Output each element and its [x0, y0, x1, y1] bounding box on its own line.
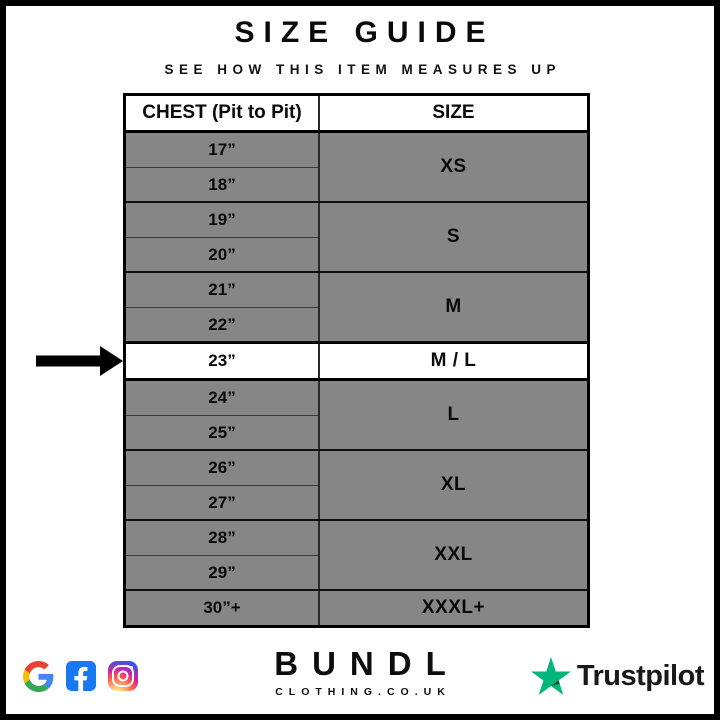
- chest-measurement-cell: 21”: [208, 280, 236, 299]
- size-group-row: 24” 25” L: [126, 381, 587, 451]
- size-label-cell: M: [445, 296, 462, 317]
- social-icons: [23, 660, 138, 692]
- chest-column: 17” 18”: [126, 133, 320, 201]
- size-label-cell: L: [447, 404, 460, 425]
- table-header-row: CHEST (Pit to Pit) SIZE: [126, 96, 587, 133]
- chest-measurement-cell: 17”: [208, 140, 236, 159]
- chest-measurement-cell: 28”: [208, 528, 236, 547]
- highlight-arrow-icon: [36, 346, 123, 376]
- instagram-camera-flash: [130, 666, 133, 669]
- size-label-cell: M / L: [430, 350, 477, 371]
- size-group-row: 17” 18” XS: [126, 133, 587, 203]
- facebook-icon: [66, 661, 96, 691]
- chest-measurement-cell: 27”: [126, 485, 318, 519]
- chest-column: 26” 27”: [126, 451, 320, 519]
- instagram-camera-body: [112, 665, 134, 687]
- footer: BUNDL CLOTHING.CO.UK Trustpilot: [6, 645, 714, 702]
- brand-name: BUNDL: [274, 645, 460, 682]
- trustpilot-label: Trustpilot: [576, 659, 705, 692]
- chest-measurement-cell: 19”: [208, 210, 236, 229]
- size-group-row: 19” 20” S: [126, 203, 587, 273]
- brand-logo: BUNDL CLOTHING.CO.UK: [260, 645, 459, 698]
- size-label-cell: XL: [440, 474, 467, 495]
- chest-measurement-cell: 29”: [126, 555, 318, 589]
- chest-measurement-cell: 23”: [208, 351, 236, 370]
- size-table-body: 17” 18” XS 19” 20” S 21” 22” M 23” M / L 24” 25” L 26”…: [36, 133, 587, 625]
- google-icon: [23, 660, 54, 692]
- size-label-cell: XXL: [434, 544, 473, 565]
- chest-column: 21” 22”: [126, 273, 320, 341]
- brand-domain: CLOTHING.CO.UK: [275, 686, 451, 698]
- size-label-cell: S: [446, 226, 461, 247]
- chest-measurement-cell: 30”+: [203, 598, 241, 617]
- chest-measurement-cell: 18”: [126, 167, 318, 201]
- chest-measurement-cell: 25”: [126, 415, 318, 449]
- chest-column: 24” 25”: [126, 381, 320, 449]
- column-header-chest: CHEST (Pit to Pit): [126, 96, 320, 130]
- chest-measurement-cell: 26”: [208, 458, 236, 477]
- chest-column: 28” 29”: [126, 521, 320, 589]
- size-label-cell: XXXL+: [421, 597, 486, 618]
- instagram-icon: [108, 661, 138, 691]
- chest-column: 19” 20”: [126, 203, 320, 271]
- size-guide-table: CHEST (Pit to Pit) SIZE 17” 18” XS 19” 20” S 2…: [36, 93, 590, 628]
- trustpilot-logo: Trustpilot: [530, 657, 705, 695]
- size-group-row: 26” 27” XL: [126, 451, 587, 521]
- chest-column: 30”+: [126, 591, 320, 625]
- chest-measurement-cell: 24”: [208, 388, 236, 407]
- size-group-row-highlighted: 23” M / L: [36, 343, 587, 381]
- size-group-row: 28” 29” XXL: [126, 521, 587, 591]
- chest-measurement-cell: 22”: [126, 307, 318, 341]
- chest-column: 23”: [126, 344, 320, 378]
- size-label-cell: XS: [440, 156, 467, 177]
- size-group-row: 30”+ XXXL+: [126, 591, 587, 625]
- chest-measurement-cell: 20”: [126, 237, 318, 271]
- page-subtitle: SEE HOW THIS ITEM MEASURES UP: [164, 62, 562, 77]
- size-group-row: 21” 22” M: [126, 273, 587, 343]
- page-title: SIZE GUIDE: [234, 16, 495, 49]
- instagram-camera-lens: [117, 670, 129, 682]
- column-header-size: SIZE: [432, 102, 475, 123]
- trustpilot-star-icon: [530, 657, 571, 695]
